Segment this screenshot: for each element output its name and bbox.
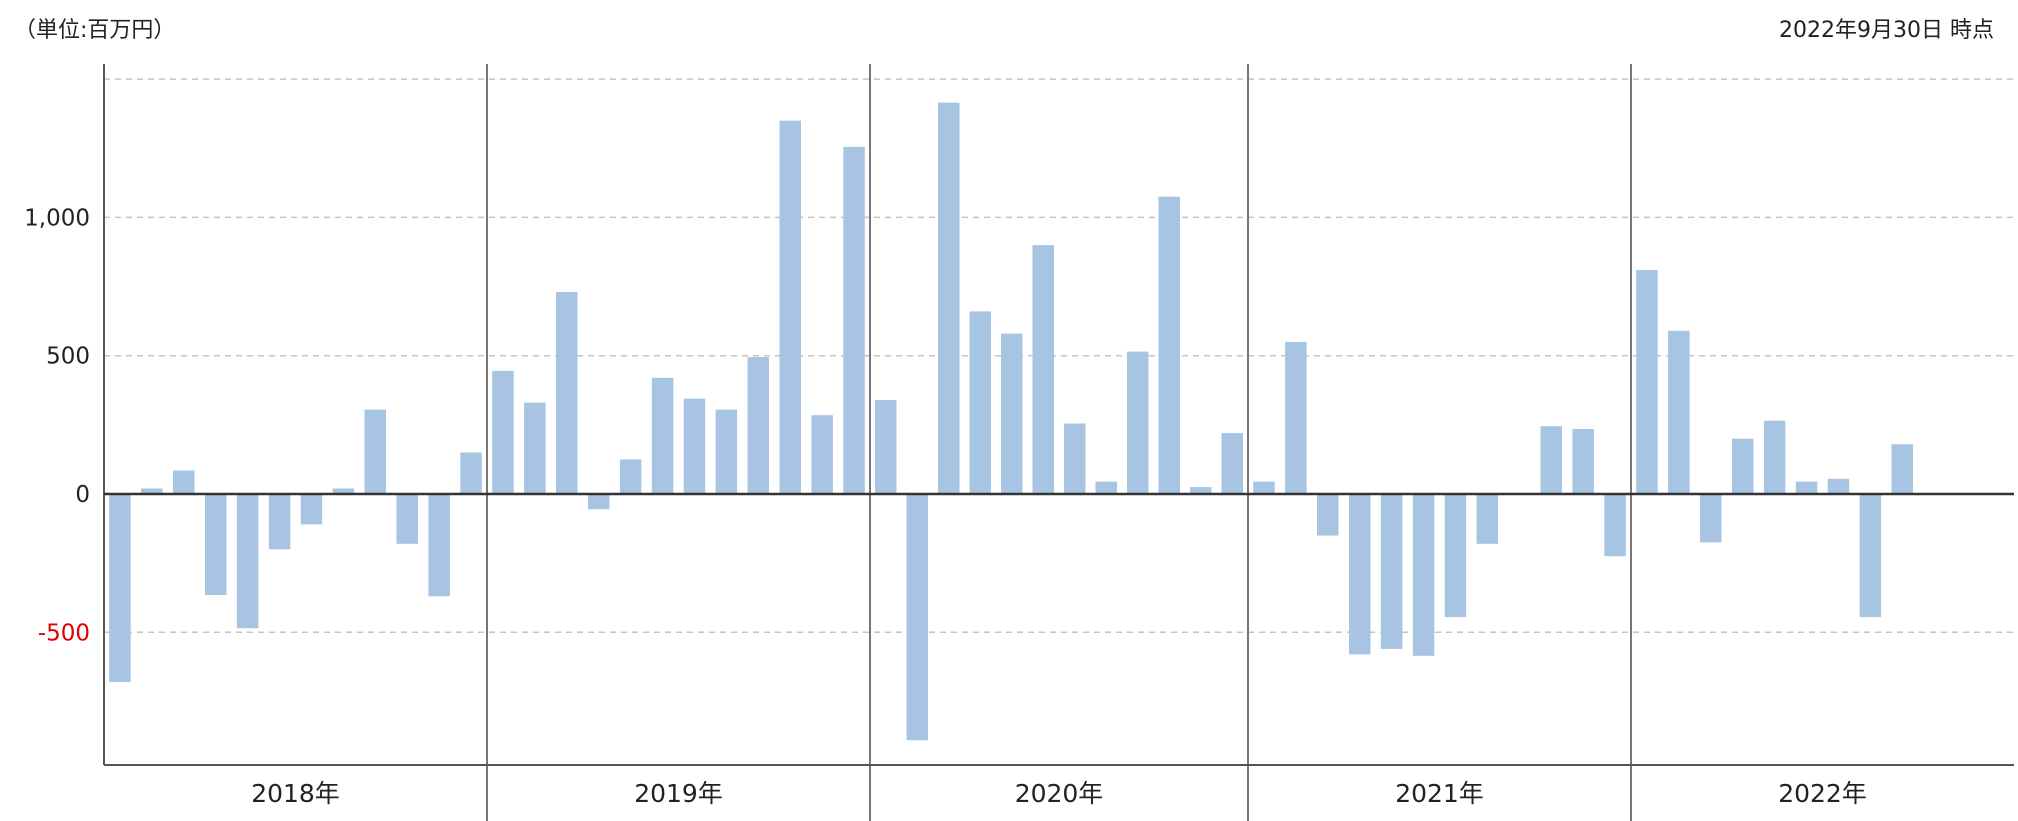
bar bbox=[332, 488, 355, 494]
bar bbox=[1412, 494, 1435, 656]
bar bbox=[683, 398, 706, 494]
y-tick-label: 1,000 bbox=[24, 205, 90, 231]
bar bbox=[1285, 341, 1307, 494]
bar bbox=[1795, 481, 1818, 494]
bar bbox=[1444, 494, 1467, 618]
as-of-date: 2022年9月30日 時点 bbox=[1779, 18, 1994, 43]
y-tick-label: 500 bbox=[46, 344, 90, 370]
bar bbox=[300, 494, 323, 525]
bars bbox=[109, 102, 1913, 741]
y-tick-label: -500 bbox=[38, 620, 90, 646]
bar bbox=[1253, 481, 1275, 494]
bar bbox=[843, 146, 865, 494]
year-dividers bbox=[486, 64, 1632, 821]
bar bbox=[1064, 423, 1086, 494]
bar bbox=[1001, 333, 1023, 494]
bar bbox=[236, 494, 259, 629]
year-labels: 2018年 2019年 2020年 2021年 2022年 bbox=[251, 779, 1867, 808]
bar bbox=[875, 400, 897, 494]
bar bbox=[906, 494, 928, 741]
bar bbox=[460, 452, 482, 494]
bar bbox=[747, 357, 769, 494]
bar bbox=[1540, 426, 1562, 494]
bar bbox=[811, 415, 833, 494]
bar bbox=[1891, 444, 1913, 494]
bar bbox=[524, 402, 546, 494]
axes bbox=[103, 64, 2014, 766]
bar bbox=[1380, 494, 1403, 649]
bar bbox=[556, 292, 578, 494]
grid-lines bbox=[104, 78, 2014, 634]
bar bbox=[1572, 429, 1594, 494]
bar bbox=[1190, 487, 1212, 494]
y-tick-label: 0 bbox=[75, 482, 90, 508]
bar bbox=[1221, 433, 1243, 494]
bar bbox=[1127, 351, 1149, 494]
bar bbox=[492, 370, 514, 494]
bar bbox=[1700, 494, 1722, 543]
bar bbox=[1604, 494, 1626, 557]
bar bbox=[779, 120, 801, 494]
bar bbox=[1859, 494, 1882, 618]
bar bbox=[428, 494, 450, 597]
bar bbox=[205, 494, 227, 595]
year-label: 2022年 bbox=[1778, 779, 1867, 808]
bar bbox=[141, 488, 163, 494]
bar bbox=[268, 494, 291, 550]
bar bbox=[651, 377, 674, 494]
bar bbox=[588, 494, 610, 510]
bar bbox=[1636, 270, 1658, 494]
bar bbox=[1763, 420, 1786, 494]
bar bbox=[1095, 481, 1117, 494]
y-tick-labels: 1,000 500 0 -500 bbox=[24, 205, 90, 646]
bar bbox=[173, 470, 195, 494]
bar bbox=[938, 102, 960, 494]
bar bbox=[1158, 196, 1180, 494]
bar bbox=[109, 494, 131, 683]
bar bbox=[1032, 245, 1054, 494]
bar bbox=[1317, 494, 1339, 536]
bar bbox=[1827, 478, 1850, 494]
bar bbox=[1476, 494, 1499, 544]
bar bbox=[396, 494, 418, 544]
year-label: 2021年 bbox=[1395, 779, 1484, 808]
year-label: 2020年 bbox=[1015, 779, 1104, 808]
bar bbox=[715, 409, 738, 494]
bar bbox=[1349, 494, 1371, 655]
bar bbox=[1732, 438, 1754, 494]
year-label: 2018年 bbox=[251, 779, 340, 808]
bar bbox=[619, 459, 642, 494]
unit-label: （単位:百万円） bbox=[14, 18, 176, 43]
bar bbox=[1668, 330, 1690, 494]
bar bbox=[969, 311, 991, 494]
bar bbox=[364, 409, 386, 494]
year-label: 2019年 bbox=[634, 779, 723, 808]
